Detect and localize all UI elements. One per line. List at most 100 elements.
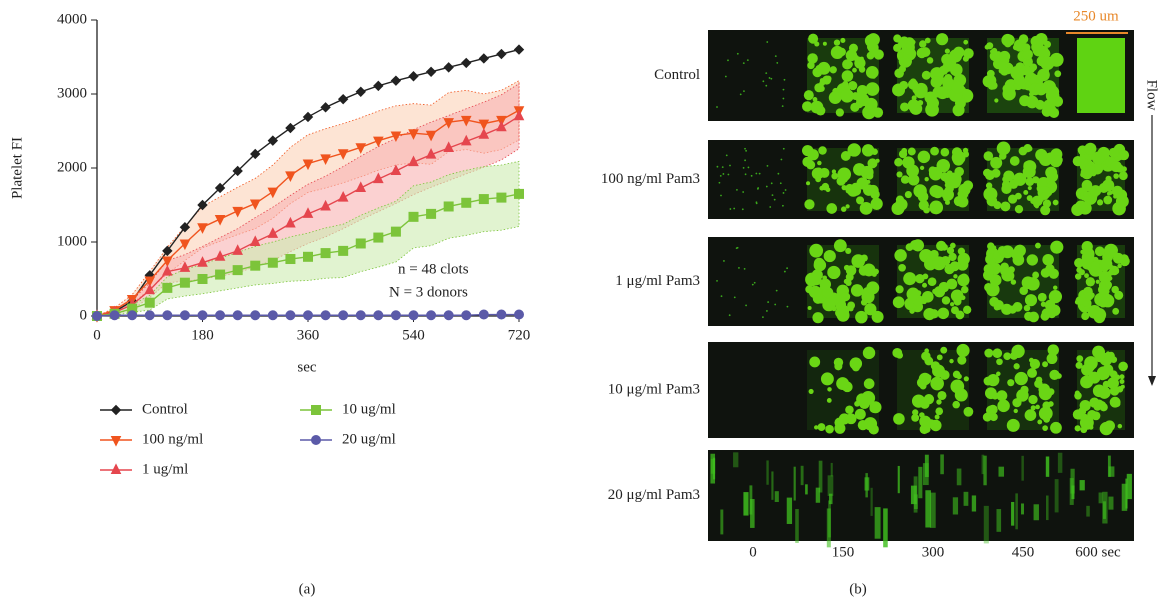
series: Control: [91, 44, 525, 417]
clot-blob: [996, 358, 1003, 366]
data-point: [179, 277, 190, 288]
column-label: 450: [1012, 544, 1035, 560]
data-point: [496, 120, 507, 132]
legend-label: 100 ng/ml: [142, 431, 203, 447]
data-point: [215, 310, 226, 321]
series: 20 ug/ml: [92, 309, 524, 447]
clot-blob: [1042, 425, 1048, 431]
clot-blob: [865, 82, 880, 96]
data-point: [443, 310, 454, 321]
clot-blob: [822, 298, 836, 312]
clot-blob: [1050, 421, 1062, 434]
data-point: [408, 71, 419, 82]
clot-blob: [1042, 67, 1050, 74]
clot-blob: [851, 182, 860, 191]
clot-blob: [845, 279, 852, 286]
clot-blob: [870, 197, 883, 210]
clot-blob: [941, 188, 954, 201]
streak: [826, 508, 831, 548]
clot-blob: [1078, 201, 1092, 215]
speck: [766, 41, 769, 43]
y-tick-label: 0: [80, 307, 88, 323]
clot-blob: [992, 348, 1003, 359]
data-point: [285, 171, 296, 183]
speck: [742, 62, 745, 65]
clot-blob: [932, 174, 938, 180]
clot-blob: [1013, 363, 1020, 370]
data-point: [408, 211, 419, 222]
clot-blob: [845, 204, 850, 209]
streak: [1045, 456, 1050, 477]
streak: [743, 492, 749, 516]
clot-blob: [930, 76, 943, 89]
clot-blob: [951, 81, 964, 94]
clot-blob: [866, 51, 875, 60]
clot-blob: [1028, 394, 1038, 405]
clot-blob: [946, 246, 955, 255]
clot-blob: [936, 33, 949, 46]
clot-blob: [1049, 292, 1056, 299]
legend-marker: [110, 436, 122, 447]
streak: [925, 490, 931, 528]
clot-blob: [871, 73, 877, 79]
clot-blob: [953, 274, 958, 279]
clot-blob: [819, 80, 825, 87]
clot-blob: [911, 95, 917, 101]
clot-blob: [962, 180, 974, 191]
clot-blob: [923, 425, 931, 433]
data-point: [267, 310, 278, 321]
data-point: [127, 310, 138, 321]
speck: [784, 189, 787, 191]
clot-blob: [897, 249, 906, 257]
speck: [742, 191, 745, 193]
clot-blob: [1079, 400, 1091, 412]
speck: [739, 93, 742, 96]
clot-blob: [857, 419, 869, 431]
clot-blob: [918, 372, 932, 386]
data-point: [267, 257, 278, 268]
speck: [765, 185, 768, 188]
clot-blob: [1023, 189, 1029, 195]
data-point: [232, 206, 243, 218]
clot-blob: [1005, 248, 1011, 254]
clot-blob: [956, 343, 970, 358]
data-point: [285, 310, 296, 321]
clot-blob: [1034, 204, 1039, 209]
streak: [1033, 504, 1039, 521]
speck: [736, 246, 739, 249]
clot-blob: [848, 80, 858, 91]
clot-blob: [1048, 268, 1059, 279]
clot-blob: [1010, 279, 1017, 285]
streak: [795, 509, 799, 543]
clot-blob: [1114, 269, 1120, 274]
clot-blob: [906, 287, 920, 301]
clot-blob: [1018, 146, 1028, 156]
data-point: [513, 44, 525, 55]
streak: [1057, 452, 1063, 473]
data-point: [249, 235, 261, 246]
clot-blob: [999, 50, 1011, 62]
streak: [828, 493, 833, 505]
clot-blob: [1041, 36, 1047, 42]
clot-blob: [986, 282, 1000, 297]
clot-blob: [990, 156, 1003, 169]
clot-blob: [991, 47, 998, 54]
clot-blob: [1079, 156, 1086, 163]
streak: [913, 476, 918, 513]
annotation: n = 48 clots: [398, 261, 469, 277]
streak: [998, 466, 1005, 477]
clot-blob: [1074, 258, 1084, 268]
data-point: [214, 182, 226, 194]
clot-blob: [923, 394, 935, 405]
streak: [940, 454, 944, 475]
clot-blob: [926, 57, 934, 64]
legend-marker: [110, 463, 122, 474]
streak: [720, 509, 724, 535]
clot-blob: [1046, 353, 1058, 365]
clot-blob: [815, 105, 826, 116]
speck: [765, 72, 768, 74]
clot-blob: [1003, 170, 1015, 182]
clot-blob: [1042, 361, 1049, 368]
clot-blob: [918, 199, 929, 211]
clot-blob: [1116, 385, 1124, 393]
